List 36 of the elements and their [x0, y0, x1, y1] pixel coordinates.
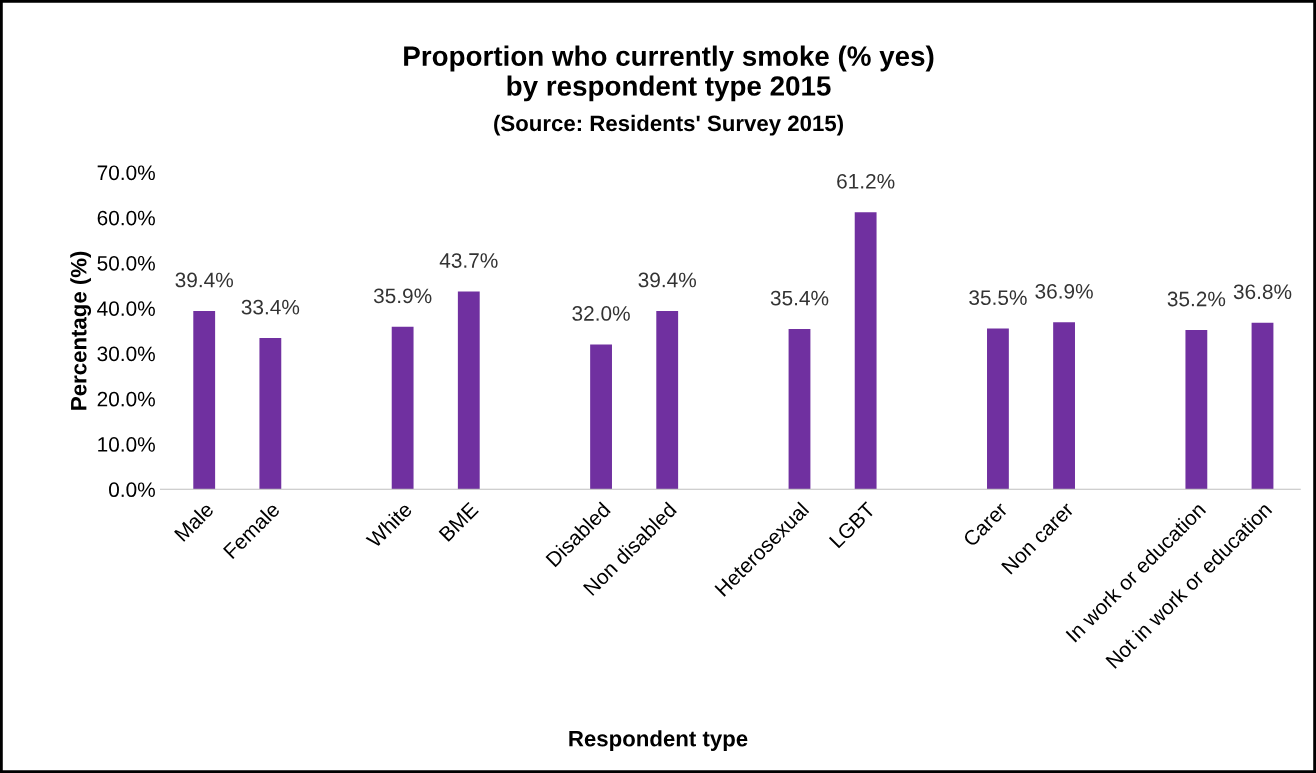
bar [193, 310, 216, 490]
bar [391, 326, 414, 490]
data-label: 39.4% [175, 272, 233, 288]
data-label: 39.4% [638, 272, 697, 288]
y-tick-label: 0.0% [109, 482, 155, 498]
data-label: 33.4% [241, 299, 300, 315]
bar [457, 291, 480, 490]
data-label: 61.2% [837, 173, 895, 189]
bar [590, 344, 612, 490]
data-label: 35.5% [969, 290, 1027, 306]
bar [788, 329, 811, 490]
y-tick-label: 70.0% [97, 165, 155, 181]
data-label: 32.0% [572, 306, 630, 321]
data-label: 36.9% [1035, 283, 1093, 299]
bar [987, 328, 1009, 490]
chart-subtitle: (Source: Residents' Survey 2015) [494, 114, 843, 136]
y-tick-label: 40.0% [97, 301, 155, 316]
y-tick-label: 50.0% [97, 255, 155, 271]
bar [1053, 322, 1075, 490]
bar [656, 310, 679, 490]
y-tick-label: 10.0% [98, 437, 155, 452]
data-label: 35.9% [373, 288, 432, 304]
x-axis-title: Respondent type [569, 730, 748, 751]
bar [259, 338, 282, 490]
data-label: 35.4% [770, 290, 829, 306]
data-label: 35.2% [1167, 291, 1226, 307]
y-tick-label: 60.0% [97, 210, 155, 226]
y-axis-title: Percentage (%) [70, 251, 92, 410]
bar [1251, 322, 1274, 490]
y-tick-label: 30.0% [97, 346, 155, 362]
y-tick-label: 20.0% [97, 391, 155, 407]
chart-title: Proportion who currently smoke (% yes) by respondent type 2015 [404, 45, 934, 102]
bar [854, 212, 877, 490]
bar [1185, 329, 1208, 490]
data-label: 43.7% [439, 253, 498, 268]
data-label: 36.8% [1233, 284, 1292, 300]
